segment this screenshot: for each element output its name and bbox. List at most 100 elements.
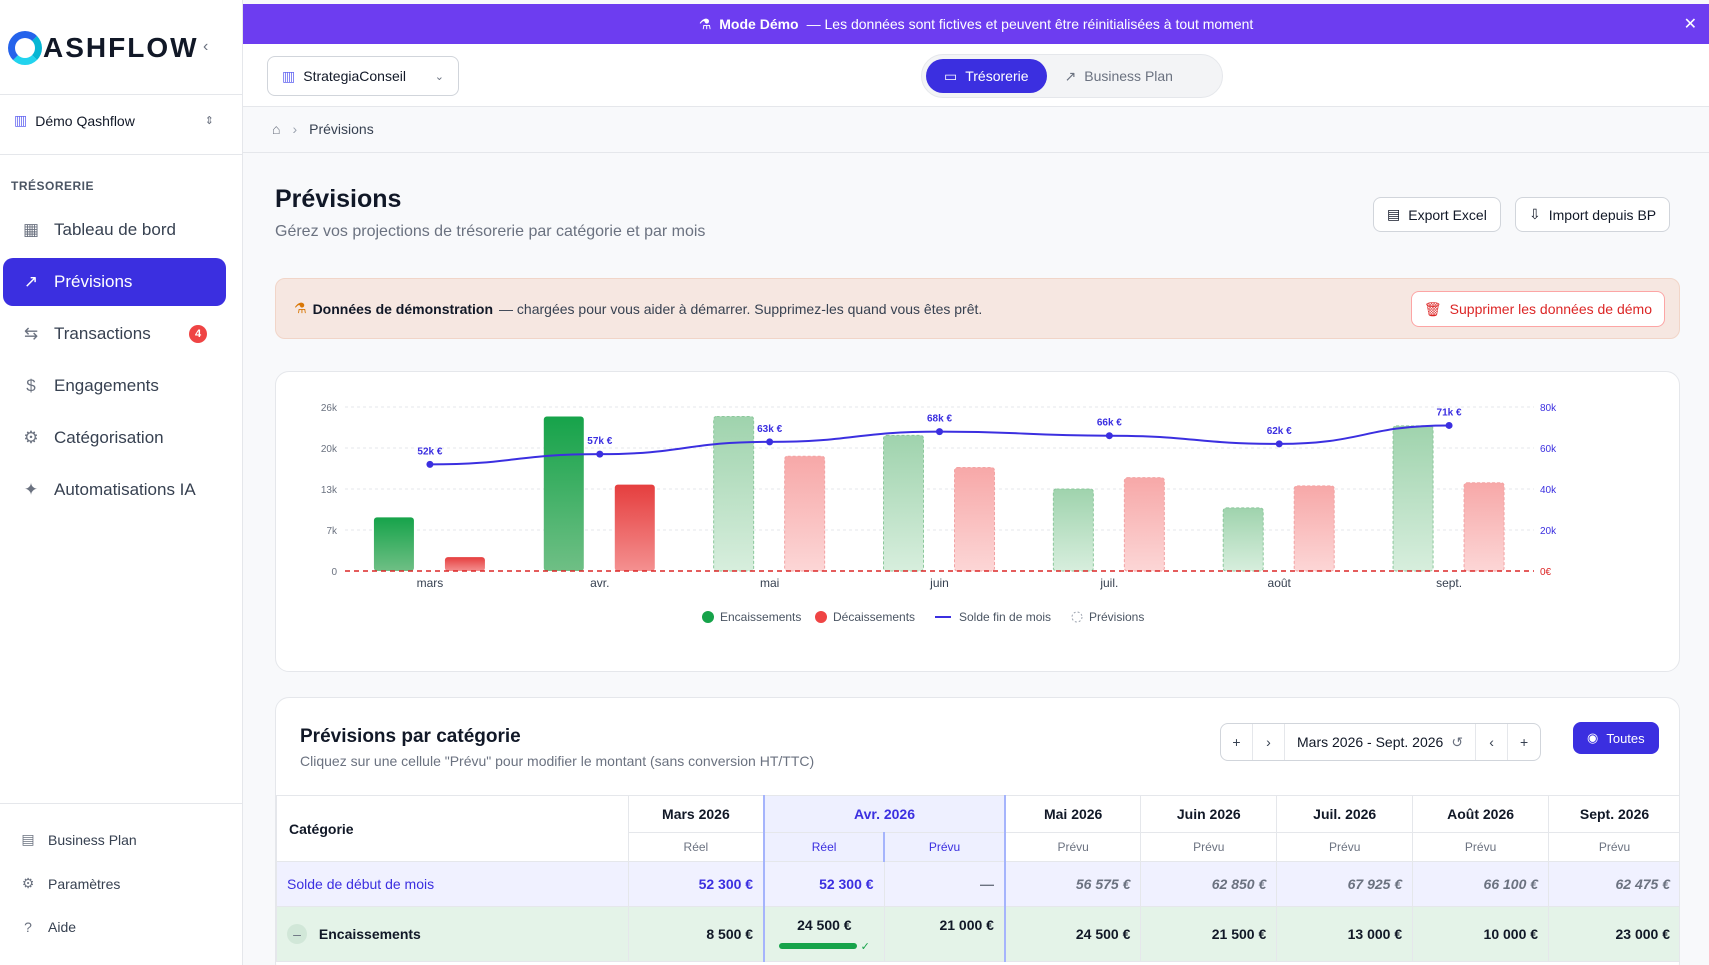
sidebar-item-automatisations[interactable]: ✦ Automatisations IA [3,466,226,514]
editable-cell-prevu[interactable]: 24 500 € [1004,906,1142,962]
footer-parametres[interactable]: ⚙ Paramètres [20,875,121,892]
column-header-current-month: Avr. 2026 [763,795,1006,833]
bar-decaissements [784,455,826,572]
export-excel-button[interactable]: ▤ Export Excel [1373,197,1501,232]
collapse-sidebar-icon[interactable]: ‹ [203,38,209,55]
bar-encaissements [1222,507,1264,572]
building-icon: ▥ [14,112,28,128]
x-tick-label: juin [929,576,949,590]
legend-label: Solde fin de mois [959,610,1051,624]
sidebar-item-label: Engagements [54,376,159,395]
trend-icon: ↗ [23,272,39,291]
sidebar-item-label: Tableau de bord [54,220,176,239]
table-title: Prévisions par catégorie [300,726,521,747]
column-header-month: Sept. 2026 [1548,795,1679,833]
editable-cell-prevu[interactable]: 10 000 € [1412,906,1550,962]
line-point [596,450,604,458]
trend-icon: ↗ [1064,67,1077,84]
x-tick-label: sept. [1436,576,1462,590]
filter-all-button[interactable]: ◉ Toutes [1573,722,1659,754]
data-label: 66k € [1097,418,1122,429]
chevron-updown-icon: ⇕ [204,115,214,127]
y-tick-label: 13k [321,485,338,496]
y-tick-label: 7k [326,526,338,537]
x-tick-label: mars [417,576,444,590]
check-circle-icon: ✓ [860,941,870,953]
table-cell: 67 925 € [1276,861,1414,907]
add-month-after-icon[interactable]: + [1519,734,1529,750]
org-select-label: StrategiaConseil [303,68,406,84]
y2-tick-label: 20k [1540,526,1557,537]
logo-mark-icon [8,31,42,65]
editable-cell-prevu[interactable]: 23 000 € [1548,906,1679,962]
file-import-icon: ⇩ [1529,206,1541,222]
period-navigator: + › Mars 2026 - Sept. 2026 ↺ ‹ + [1220,723,1542,761]
footer-business-plan[interactable]: ▤ Business Plan [20,831,136,848]
sidebar-item-transactions[interactable]: ⇆ Transactions 4 [3,310,226,358]
y2-tick-label: 60k [1540,444,1557,455]
row-label: Encaissements [318,926,421,942]
close-icon[interactable]: ✕ [1683,16,1697,33]
table-cell: 62 850 € [1140,861,1278,907]
import-bp-button[interactable]: ⇩ Import depuis BP [1515,197,1671,232]
sidebar-item-engagements[interactable]: $ Engagements [3,362,226,410]
data-label: 62k € [1267,426,1292,437]
subheader-prevu: Prévu [1276,832,1414,862]
notice-text: — chargées pour vous aider à démarrer. S… [499,300,983,317]
table-row-solde: Solde de début de mois 52 300 € 52 300 €… [276,861,1679,907]
demo-data-notice: ⚗ Données de démonstration — chargées po… [275,278,1680,339]
chevron-right-icon[interactable]: › [1253,724,1285,760]
y-tick-label: 0 [331,567,337,578]
footer-aide[interactable]: ? Aide [20,919,76,935]
sparkle-icon: ✦ [23,480,39,499]
sidebar: ASHFLOW ‹ ▥ Démo Qashflow ⇕ TRÉSORERIE ▦… [0,0,243,965]
breadcrumb-current: Prévisions [309,121,374,137]
bar-decaissements [954,467,995,572]
sidebar-item-previsions[interactable]: ↗ Prévisions [3,258,226,306]
dollar-doc-icon: $ [26,376,36,395]
brand-logo[interactable]: ASHFLOW [8,30,199,66]
cell-value: 24 500 € [797,917,852,933]
sidebar-item-dashboard[interactable]: ▦ Tableau de bord [3,206,226,254]
x-tick-label: mai [760,576,779,590]
editable-cell-prevu[interactable]: 21 000 € [883,906,1006,962]
chevron-down-icon: ⌄ [434,70,444,83]
x-tick-label: juil. [1099,576,1118,590]
bar-decaissements [1293,485,1335,572]
org-switcher[interactable]: ▥ Démo Qashflow ⇕ [14,112,214,129]
editable-cell-prevu[interactable]: 13 000 € [1276,906,1414,962]
legend-swatch-decaissements [815,611,827,623]
chevron-left-icon[interactable]: ‹ [1476,724,1509,760]
line-point [936,428,943,436]
y-tick-label: 20k [321,444,338,455]
tab-business-plan[interactable]: ↗ Business Plan [1047,59,1191,93]
reset-icon[interactable]: ↺ [1451,733,1464,750]
cashflow-chart-card: 0 7k 13k 20k 26k 0€ 20k 40k 60k 80k mars avr. mai jui… [275,371,1680,672]
subheader-prevu: Prévu [1140,832,1278,862]
bar-encaissements [1052,488,1094,572]
sidebar-item-categorisation[interactable]: ⚙ Catégorisation [3,414,226,462]
x-tick-label: août [1268,576,1292,590]
tab-label: Business Plan [1084,68,1173,84]
subheader-prevu: Prévu [883,832,1006,862]
tab-tresorerie[interactable]: ▭ Trésorerie [926,59,1047,93]
period-range[interactable]: Mars 2026 - Sept. 2026 ↺ [1285,724,1477,760]
banner-mode: Mode Démo [719,16,799,32]
add-month-before-icon[interactable]: + [1221,724,1253,760]
table-cell: 66 100 € [1412,861,1550,907]
home-icon[interactable]: ⌂ [272,121,281,137]
notice-title: Données de démonstration [312,300,494,317]
legend-label: Encaissements [720,610,801,624]
legend-swatch-previsions [1071,611,1083,623]
table-cell: — [883,861,1006,907]
table-row-encaissements: – Encaissements 8 500 € 24 500 € ✓ 21 00… [276,906,1679,962]
collapse-toggle-icon[interactable]: – [287,924,307,944]
editable-cell-prevu[interactable]: 21 500 € [1140,906,1278,962]
bar-encaissements [373,517,414,571]
button-label: Export Excel [1408,206,1487,223]
delete-demo-data-button[interactable]: 🗑 Supprimer les données de démo [1410,291,1665,327]
org-select[interactable]: ▥ StrategiaConseil ⌄ [267,56,459,96]
bar-encaissements [1392,425,1434,572]
column-header-month: Mars 2026 [627,795,765,833]
forecast-table: Catégorie Mars 2026 Avr. 2026 Mai 2026 J… [276,795,1679,962]
